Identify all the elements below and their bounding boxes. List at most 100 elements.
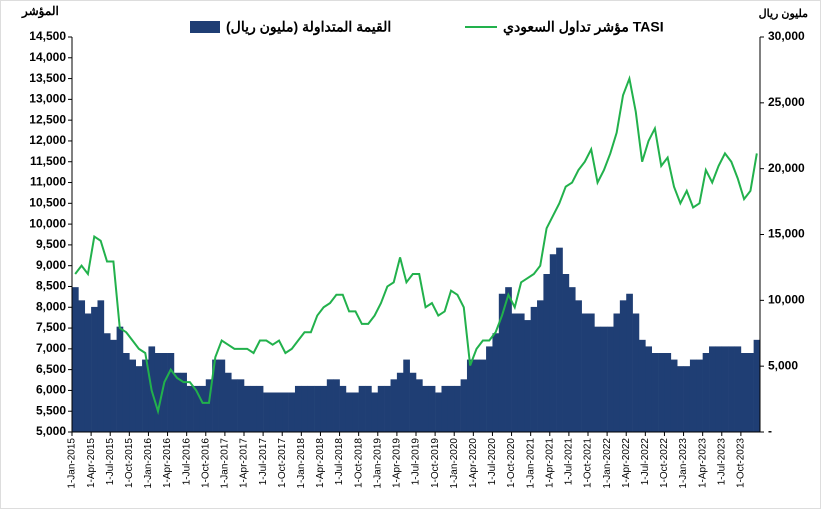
bar bbox=[275, 392, 283, 432]
bar bbox=[263, 392, 270, 432]
bar bbox=[435, 392, 442, 432]
bar bbox=[205, 379, 213, 432]
bar bbox=[492, 333, 500, 432]
bar bbox=[365, 385, 372, 432]
y-tick-label: 13,500 bbox=[29, 71, 66, 85]
bar bbox=[384, 385, 391, 432]
bar bbox=[294, 385, 302, 432]
y-tick-label: 9,000 bbox=[36, 258, 66, 272]
bar bbox=[110, 339, 117, 432]
bar bbox=[288, 392, 296, 432]
bar bbox=[460, 379, 468, 432]
x-tick-label: 1-Jul-2023 bbox=[716, 438, 727, 486]
bar bbox=[307, 385, 315, 432]
bar bbox=[231, 379, 238, 432]
bar bbox=[600, 326, 608, 432]
y-tick-label: 9,500 bbox=[36, 237, 66, 251]
bar bbox=[333, 379, 340, 432]
bar bbox=[568, 287, 576, 432]
bar bbox=[199, 385, 207, 432]
bar bbox=[326, 379, 334, 432]
bar bbox=[626, 293, 633, 432]
x-tick-label: 1-Oct-2015 bbox=[124, 438, 135, 488]
bar bbox=[212, 359, 219, 432]
y2-axis-label: مليون ريال bbox=[759, 8, 808, 20]
bar bbox=[244, 385, 251, 432]
bar bbox=[441, 385, 449, 432]
x-tick-label: 1-Oct-2022 bbox=[659, 438, 670, 488]
bar bbox=[250, 385, 258, 432]
bar bbox=[498, 293, 506, 432]
y-tick-label: 7,000 bbox=[36, 341, 66, 355]
bar bbox=[97, 300, 105, 432]
bar bbox=[122, 353, 130, 432]
bar bbox=[638, 339, 646, 432]
x-tick-label: 1-Jan-2022 bbox=[602, 438, 613, 489]
bar bbox=[740, 353, 748, 432]
x-tick-label: 1-Jul-2017 bbox=[258, 438, 269, 486]
bar bbox=[314, 385, 321, 432]
bar bbox=[702, 353, 710, 432]
x-tick-label: 1-Apr-2021 bbox=[544, 438, 555, 488]
bar bbox=[173, 372, 181, 432]
y-axis-label: المؤشر bbox=[21, 4, 59, 19]
bar bbox=[339, 385, 347, 432]
bar bbox=[269, 392, 277, 432]
x-tick-label: 1-Jul-2021 bbox=[564, 438, 575, 486]
bar bbox=[301, 385, 309, 432]
bar bbox=[588, 313, 595, 432]
bar bbox=[747, 353, 754, 432]
bar bbox=[664, 353, 672, 432]
bar bbox=[549, 254, 557, 432]
bar bbox=[428, 385, 436, 432]
bar bbox=[377, 385, 385, 432]
bar bbox=[180, 372, 187, 432]
x-tick-label: 1-Jul-2016 bbox=[181, 438, 192, 486]
bar bbox=[422, 385, 430, 432]
x-tick-label: 1-Jul-2019 bbox=[411, 438, 422, 486]
x-tick-label: 1-Oct-2023 bbox=[736, 438, 747, 488]
bar bbox=[594, 326, 602, 432]
y-tick-label: 6,000 bbox=[36, 383, 66, 397]
bar bbox=[689, 359, 697, 432]
x-tick-label: 1-Jan-2019 bbox=[372, 438, 383, 489]
bar bbox=[142, 359, 149, 432]
bar bbox=[728, 346, 735, 432]
x-tick-label: 1-Apr-2022 bbox=[621, 438, 632, 488]
bar bbox=[632, 313, 640, 432]
x-tick-label: 1-Apr-2018 bbox=[315, 438, 326, 488]
x-tick-label: 1-Apr-2017 bbox=[239, 438, 250, 488]
x-tick-label: 1-Apr-2016 bbox=[162, 438, 173, 488]
bar bbox=[371, 392, 379, 432]
bar bbox=[517, 313, 525, 432]
bar bbox=[607, 326, 614, 432]
bar bbox=[256, 385, 264, 432]
bar bbox=[645, 346, 653, 432]
bar bbox=[237, 379, 245, 432]
x-tick-label: 1-Jul-2018 bbox=[334, 438, 345, 486]
bar bbox=[537, 300, 544, 432]
y-tick-label: 10,500 bbox=[29, 195, 66, 209]
bar bbox=[447, 385, 455, 432]
x-tick-label: 1-Oct-2018 bbox=[353, 438, 364, 488]
y-tick-label: 12,500 bbox=[29, 112, 66, 126]
x-tick-label: 1-Jan-2018 bbox=[296, 438, 307, 489]
bar bbox=[486, 346, 493, 432]
bar bbox=[556, 247, 563, 432]
bar bbox=[218, 359, 226, 432]
x-tick-label: 1-Jul-2015 bbox=[105, 438, 116, 486]
bar bbox=[167, 353, 175, 432]
bar bbox=[282, 392, 289, 432]
y2-tick-label: 10,000 bbox=[768, 293, 805, 307]
bar bbox=[390, 379, 398, 432]
bar bbox=[352, 392, 359, 432]
bar bbox=[670, 359, 678, 432]
legend-label: القيمة المتداولة (مليون ريال) bbox=[226, 19, 391, 36]
x-tick-label: 1-Jan-2017 bbox=[220, 438, 231, 489]
x-tick-label: 1-Jul-2022 bbox=[640, 438, 651, 486]
bar bbox=[409, 372, 417, 432]
bar bbox=[734, 346, 742, 432]
y-tick-label: 14,000 bbox=[29, 50, 66, 64]
y-tick-label: 10,000 bbox=[29, 216, 66, 230]
x-tick-label: 1-Oct-2021 bbox=[583, 438, 594, 488]
